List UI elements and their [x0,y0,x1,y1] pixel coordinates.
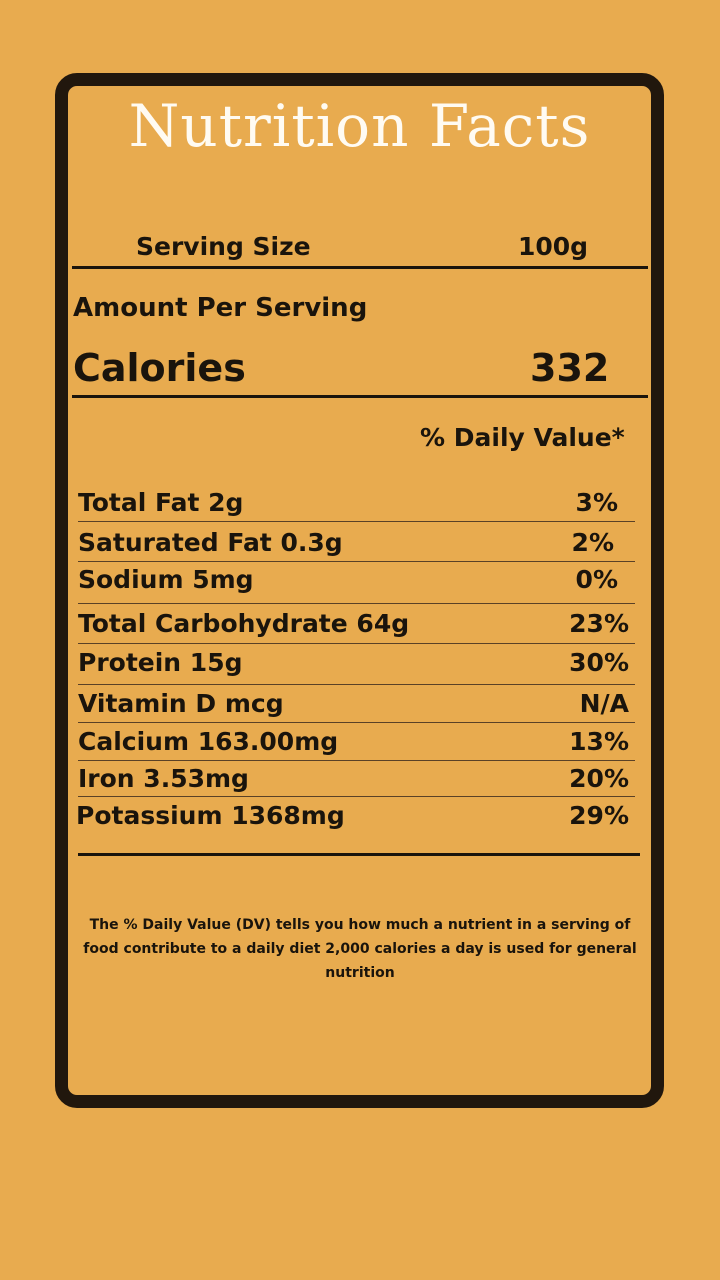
nutrient-dv: 29% [569,801,629,830]
calories-label: Calories [73,346,246,390]
nutrient-dv: 13% [569,727,629,756]
daily-value-footnote: The % Daily Value (DV) tells you how muc… [83,917,637,981]
nutrient-name: Total Carbohydrate 64g [78,609,410,638]
amount-per-serving-label: Amount Per Serving [73,293,368,323]
serving-size-label: Serving Size [136,232,311,261]
row-divider [78,643,635,644]
row-divider [78,760,635,761]
serving-size-value: 100g [518,232,589,261]
row-divider [78,722,635,723]
nutrient-name: Vitamin D mcg [78,689,284,718]
nutrient-dv: 20% [569,764,629,793]
nutrient-name: Saturated Fat 0.3g [78,528,343,557]
nutrient-name: Total Fat 2g [78,488,244,517]
row-divider [78,796,635,797]
nutrient-dv: N/A [579,689,629,718]
nutrient-name: Calcium 163.00mg [78,727,339,756]
nutrient-name: Sodium 5mg [78,565,254,594]
nutrient-name: Potassium 1368mg [76,801,345,830]
divider-bottom [78,853,640,856]
nutrient-dv: 30% [569,648,629,677]
nutrient-dv: 3% [575,488,618,517]
calories-value: 332 [530,346,610,390]
row-divider [78,521,635,522]
nutrient-dv: 23% [569,609,629,638]
nutrition-label-card [55,73,664,1108]
nutrient-dv: 0% [575,565,618,594]
nutrition-title: Nutrition Facts [128,92,591,160]
row-divider [78,684,635,685]
nutrient-name: Protein 15g [78,648,243,677]
divider-calories [72,395,648,398]
row-divider [78,561,635,562]
row-divider [78,603,635,604]
nutrient-dv: 2% [571,528,614,557]
daily-value-header: % Daily Value* [420,423,625,452]
nutrient-name: Iron 3.53mg [78,764,249,793]
divider-serving [72,266,648,269]
